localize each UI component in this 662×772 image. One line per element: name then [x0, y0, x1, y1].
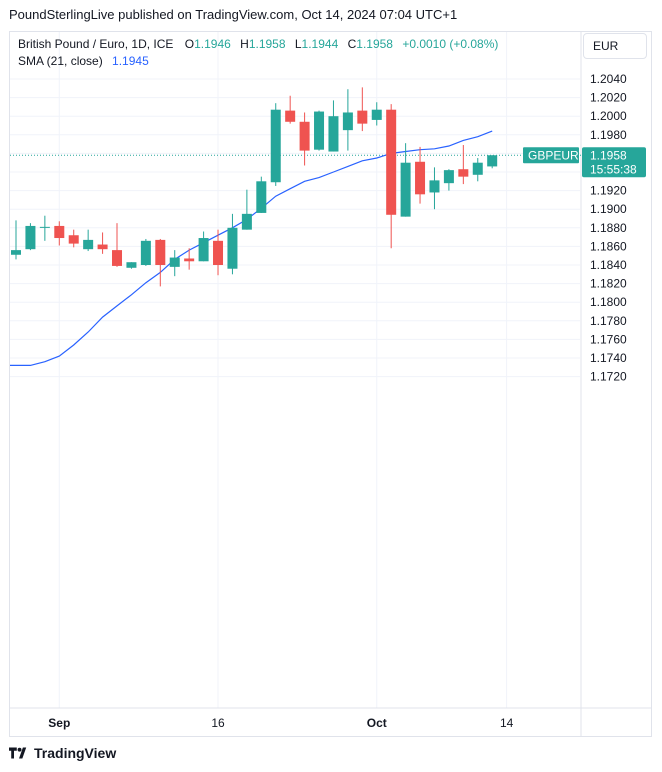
candle-body-up — [11, 250, 21, 255]
price-tag — [582, 147, 646, 178]
symbol-tag — [523, 147, 579, 164]
change-value: +0.0010 (+0.08%) — [402, 37, 499, 51]
sma-row: SMA (21, close) 1.1945 — [18, 53, 498, 70]
candle-body-up — [472, 162, 483, 175]
y-tick-label: 1.1880 — [590, 221, 627, 235]
currency-button[interactable]: EUR — [583, 33, 647, 59]
candle-body-down — [68, 235, 79, 244]
y-tick-label: 1.1800 — [590, 295, 627, 309]
x-tick-label: 16 — [211, 716, 225, 730]
candle-body-down — [54, 225, 65, 239]
y-tick-label: 1.1820 — [590, 277, 627, 291]
instrument-name[interactable]: British Pound / Euro, 1D, ICE — [18, 37, 174, 51]
publisher-caption: PoundSterlingLive published on TradingVi… — [9, 7, 458, 22]
candle-body-up — [443, 170, 454, 184]
ohlc-row: British Pound / Euro, 1D, ICE O1.1946 H1… — [18, 36, 498, 53]
countdown-label: 15:55:38 — [590, 162, 637, 176]
symbol-tag-label: GBPEUR — [528, 148, 579, 162]
candle-body-down — [357, 110, 368, 124]
y-tick-label: 1.1720 — [590, 370, 627, 384]
candle-body-up — [328, 116, 339, 152]
sma-value: 1.1945 — [112, 54, 149, 68]
candle-body-up — [126, 262, 137, 268]
candle-body-up — [169, 257, 180, 267]
candle-body-down — [97, 244, 108, 250]
low-label: L — [294, 37, 302, 51]
candle-body-down — [299, 121, 310, 151]
chart-frame — [9, 31, 652, 737]
y-tick-label: 1.1780 — [590, 314, 627, 328]
candle-body-up — [39, 226, 50, 228]
close-label: C — [347, 37, 357, 51]
price-tag-value: 1.1958 — [590, 148, 627, 162]
y-tick-label: 1.2000 — [590, 109, 627, 123]
candle-body-up — [429, 180, 440, 193]
sma-line — [10, 130, 493, 366]
y-tick-label: 1.1900 — [590, 202, 627, 216]
candle-body-up — [83, 239, 94, 250]
x-tick-label: 14 — [500, 716, 514, 730]
candle-body-up — [342, 112, 353, 131]
y-tick-label: 1.1980 — [590, 128, 627, 142]
x-tick-label: Oct — [367, 716, 387, 730]
candle-body-down — [415, 161, 426, 195]
candle-body-down — [112, 250, 123, 266]
candle-body-down — [285, 110, 296, 122]
tradingview-brand: TradingView — [34, 745, 117, 761]
x-tick-label: Sep — [48, 716, 70, 730]
y-tick-label: 1.1920 — [590, 184, 627, 198]
candle-body-up — [314, 111, 325, 150]
candle-body-up — [227, 227, 238, 269]
candle-body-down — [155, 239, 166, 265]
tradingview-icon — [9, 747, 27, 759]
candle-body-up — [270, 109, 281, 183]
close-value: 1.1958 — [356, 37, 393, 51]
candle-body-up — [198, 238, 209, 262]
y-tick-label: 1.1860 — [590, 239, 627, 253]
tradingview-logo[interactable]: TradingView — [9, 745, 116, 761]
candle-body-up — [371, 109, 382, 120]
open-label: O — [184, 37, 195, 51]
candle-body-up — [25, 225, 36, 250]
y-tick-label: 1.1760 — [590, 332, 627, 346]
chart-legend: British Pound / Euro, 1D, ICE O1.1946 H1… — [18, 36, 498, 70]
candle-body-down — [184, 258, 195, 262]
y-tick-label: 1.1840 — [590, 258, 627, 272]
candle-body-up — [241, 213, 252, 230]
y-tick-label: 1.2040 — [590, 72, 627, 86]
high-label: H — [240, 37, 249, 51]
candle-body-up — [400, 162, 411, 217]
candle-body-up — [256, 181, 267, 213]
candle-body-up — [487, 155, 498, 167]
y-tick-label: 1.1740 — [590, 351, 627, 365]
candle-body-down — [386, 109, 397, 215]
y-tick-label: 1.2020 — [590, 91, 627, 105]
candle-body-down — [458, 169, 469, 177]
open-value: 1.1946 — [194, 37, 231, 51]
candle-body-down — [213, 240, 224, 265]
low-value: 1.1944 — [301, 37, 339, 51]
candle-body-up — [140, 240, 151, 265]
high-value: 1.1958 — [248, 37, 286, 51]
sma-label[interactable]: SMA (21, close) — [18, 54, 103, 68]
